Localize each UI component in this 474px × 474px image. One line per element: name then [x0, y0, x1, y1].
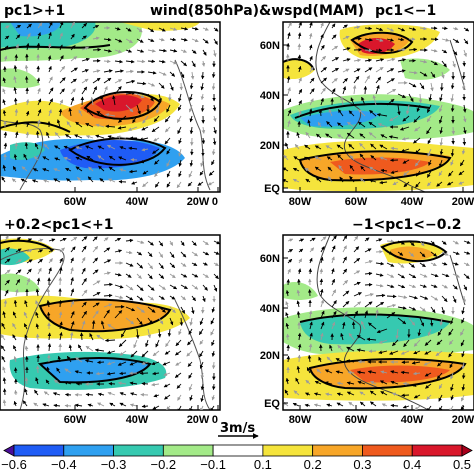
colorbar-segment [13, 444, 65, 457]
x-tick-label: 80W [289, 196, 312, 208]
panel-2-map [282, 21, 474, 193]
y-tick-label: EQ [264, 398, 280, 410]
colorbar-segment [411, 444, 463, 457]
colorbar: −0.6 −0.4 −0.3 −0.2 −0.1 0.1 0.2 0.3 0.4 0.5 [1, 444, 473, 472]
x-tick-label: 40W [401, 196, 424, 208]
colorbar-segment [312, 444, 363, 457]
colorbar-label: 0.4 [403, 457, 421, 472]
y-tick-label: 20N [260, 350, 280, 362]
colorbar-label: 0.5 [453, 457, 471, 472]
y-tick-label: 40N [260, 90, 280, 102]
wind-vectors-panel-3 [0, 235, 220, 410]
colorbar-segment [113, 444, 164, 457]
panel-title-3: +0.2<pc1<+1 [4, 217, 114, 233]
x-tick-label: 40W [401, 414, 424, 426]
y-tick-label: EQ [264, 183, 280, 195]
panel-title-1: pc1>+1 [4, 3, 65, 19]
y-tick-label: 40N [260, 303, 280, 315]
colorbar-segment [63, 444, 114, 457]
x-tick-label: 60W [64, 414, 87, 426]
colorbar-label: −0.3 [101, 457, 127, 472]
colorbar-label: −0.4 [51, 457, 77, 472]
wind-vectors-panel-2 [283, 22, 470, 188]
reference-vector-label: 3m/s [220, 421, 255, 436]
colorbar-label: 0.3 [353, 457, 371, 472]
y-tick-label: 60N [260, 40, 280, 52]
colorbar-label: 0.1 [254, 457, 272, 472]
colorbar-segment [461, 444, 473, 457]
panel-1-map [0, 21, 221, 193]
x-tick-label: 20W [452, 414, 474, 426]
colorbar-label: −0.6 [1, 457, 27, 472]
x-tick-label: 60W [64, 196, 87, 208]
colorbar-segment [162, 444, 214, 457]
wind-vectors-panel-1 [1, 22, 219, 189]
y-tick-label: 20N [260, 140, 280, 152]
x-tick-label: 80W [289, 414, 312, 426]
y-tick-label: 60N [260, 253, 280, 265]
wind-vectors-panel-4 [283, 235, 471, 410]
colorbar-segment [262, 444, 314, 457]
colorbar-label: 0.2 [304, 457, 322, 472]
x-tick-label: 20W [187, 196, 210, 208]
x-tick-label: 20W [187, 414, 210, 426]
colorbar-segment [3, 444, 15, 457]
reference-vector: 3m/s [218, 421, 259, 439]
x-tick-label: 0 [212, 414, 218, 426]
x-tick-label: 40W [126, 196, 149, 208]
panel-title-2: pc1<−1 [375, 3, 436, 19]
colorbar-label: −0.1 [200, 457, 226, 472]
x-tick-label: 60W [345, 414, 368, 426]
colorbar-segment [212, 444, 264, 457]
figure-title: wind(850hPa)&wspd(MAM) [150, 3, 364, 19]
colorbar-segment [362, 444, 413, 457]
x-tick-label: 60W [345, 196, 368, 208]
colorbar-label: −0.2 [150, 457, 176, 472]
x-tick-label: 0 [212, 196, 218, 208]
x-tick-label: 40W [126, 414, 149, 426]
panel-title-4: −1<pc1<−0.2 [352, 217, 462, 233]
x-tick-label: 20W [452, 196, 474, 208]
